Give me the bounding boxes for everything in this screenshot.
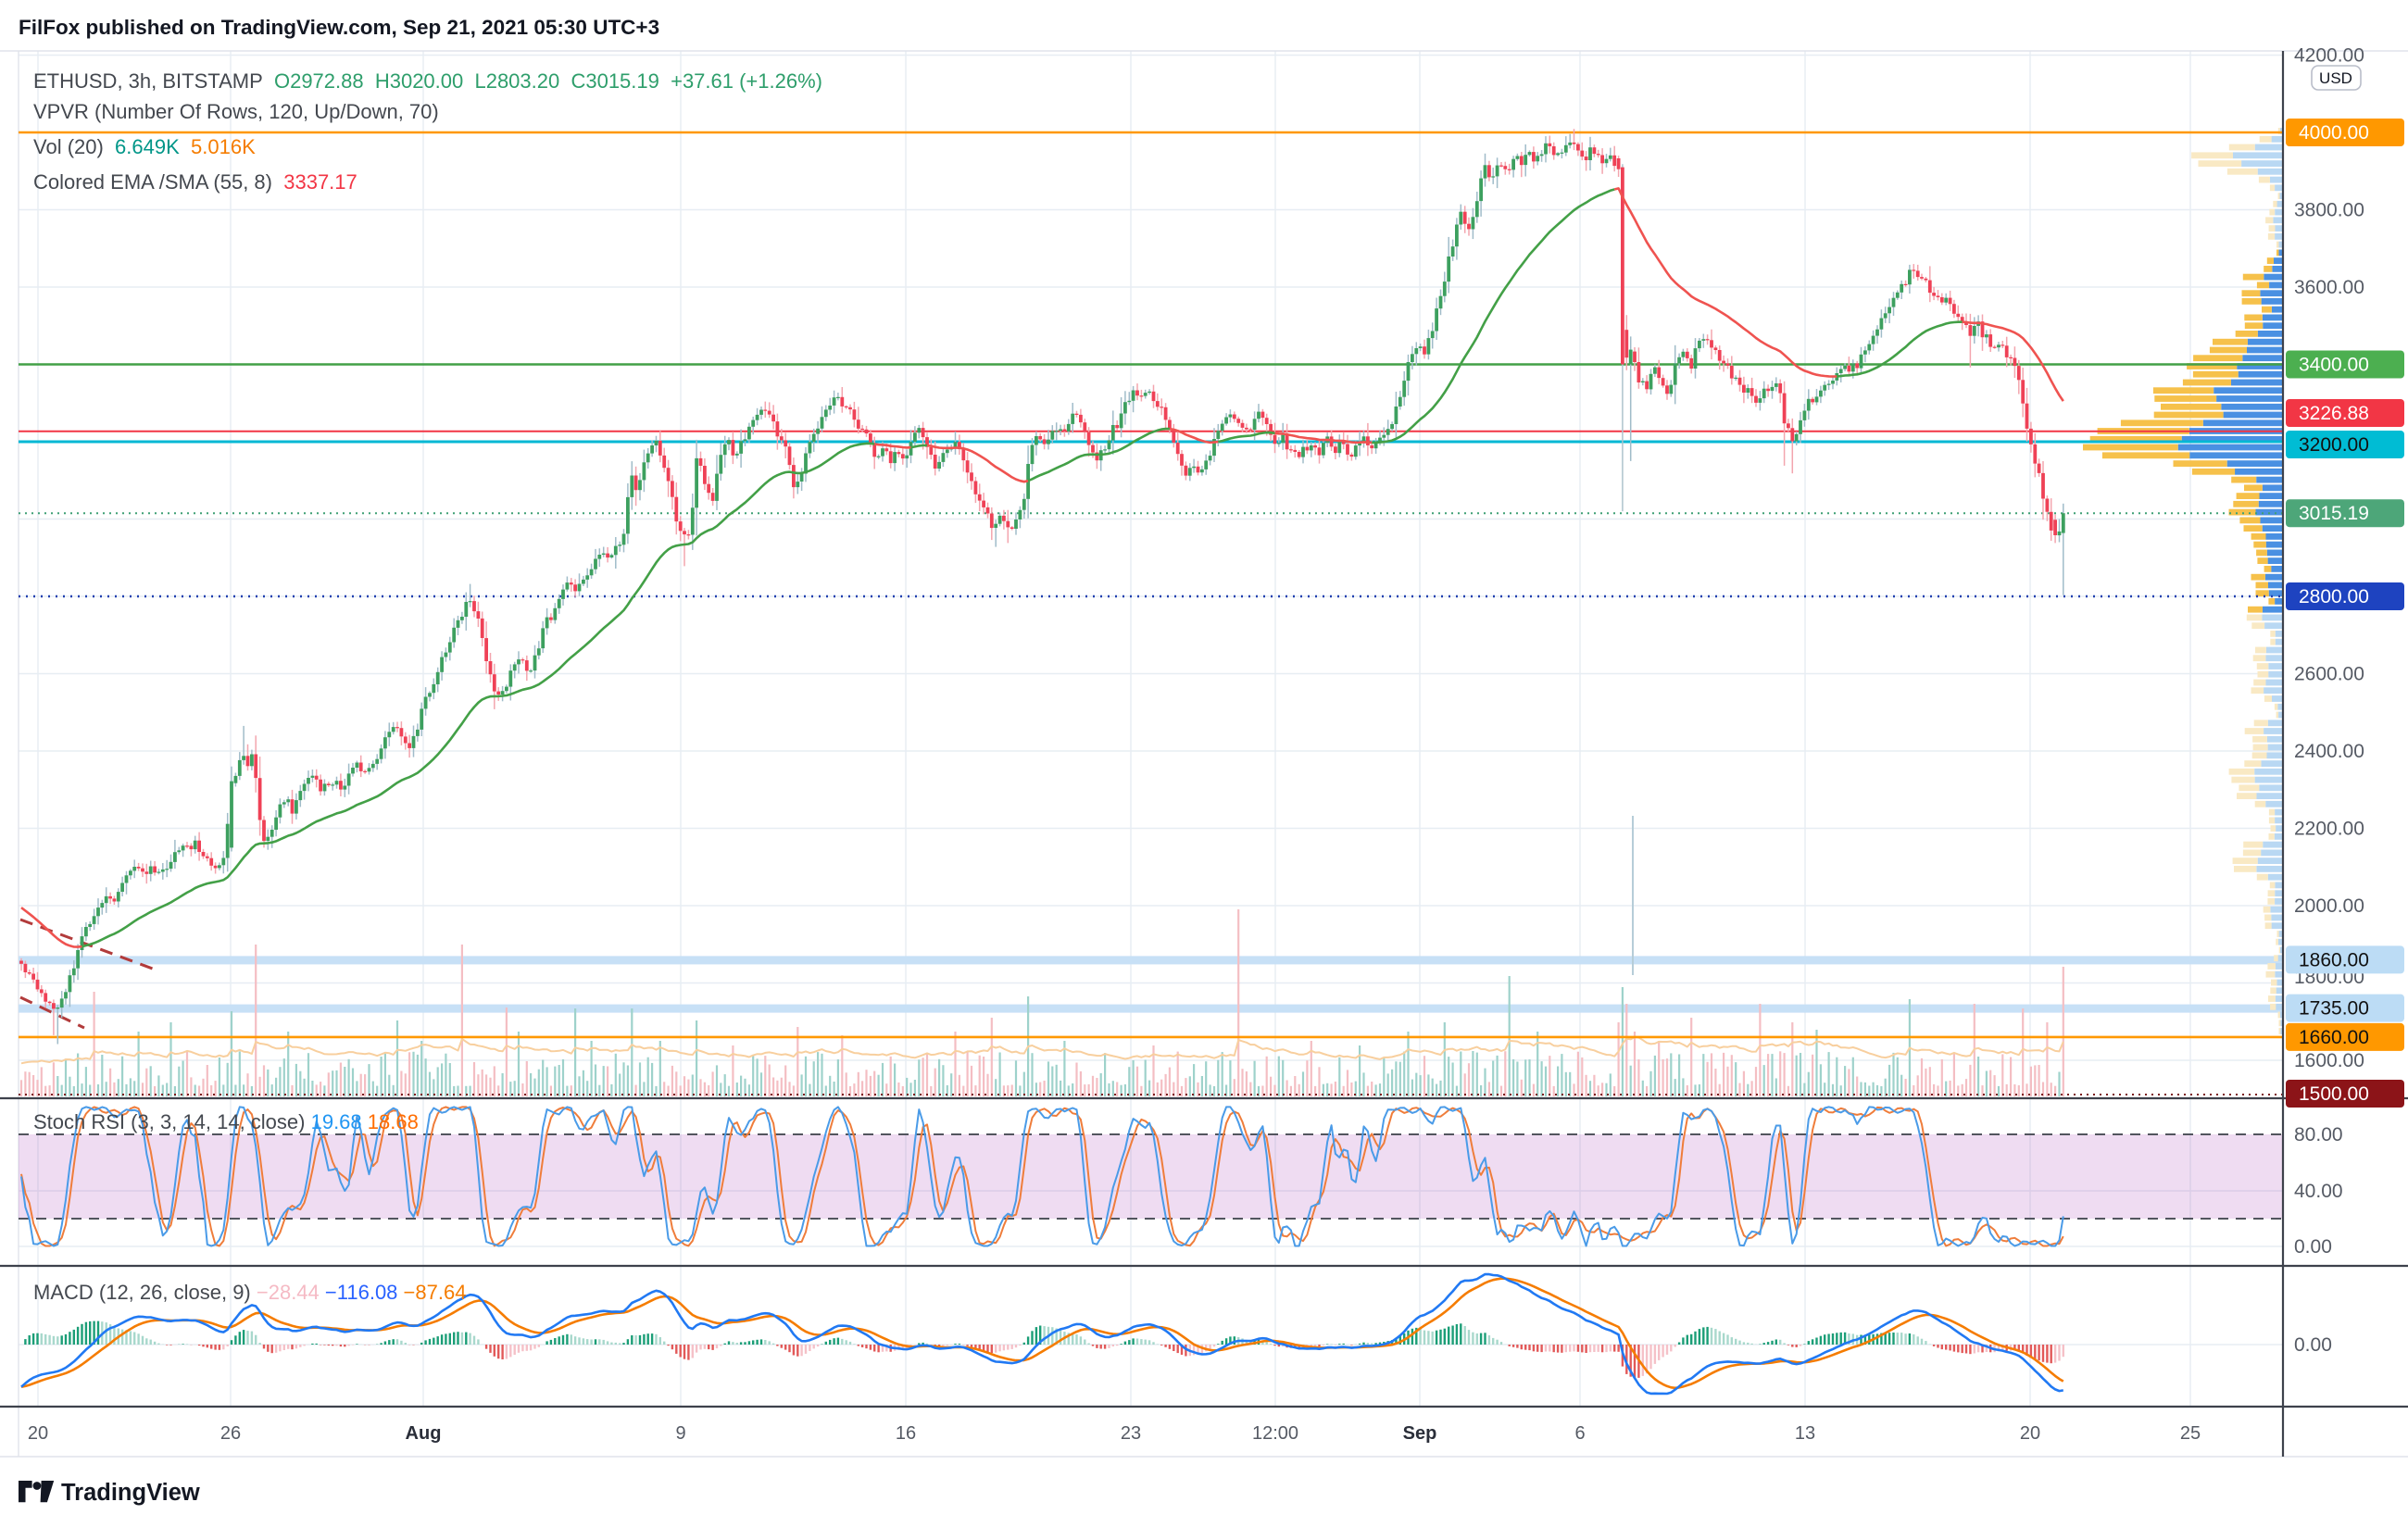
svg-text:3200.00: 3200.00 [2299, 434, 2369, 456]
svg-text:6: 6 [1574, 1423, 1585, 1444]
svg-text:20: 20 [2020, 1423, 2040, 1444]
svg-text:3015.19: 3015.19 [2299, 503, 2369, 524]
svg-text:FilFox published on TradingVie: FilFox published on TradingView.com, Sep… [19, 16, 659, 39]
svg-text:3600.00: 3600.00 [2294, 277, 2364, 298]
svg-text:1660.00: 1660.00 [2299, 1027, 2369, 1048]
svg-text:40.00: 40.00 [2294, 1181, 2343, 1202]
svg-text:2000.00: 2000.00 [2294, 895, 2364, 917]
svg-text:9: 9 [675, 1423, 685, 1444]
svg-text:20: 20 [28, 1423, 48, 1444]
svg-text:23: 23 [1121, 1423, 1141, 1444]
svg-text:Stoch RSI (3, 3, 14, 14, close: Stoch RSI (3, 3, 14, 14, close) 19.68 18… [33, 1110, 419, 1133]
svg-text:VPVR (Number Of Rows, 120, Up/: VPVR (Number Of Rows, 120, Up/Down, 70) [33, 100, 439, 123]
svg-text:1600.00: 1600.00 [2294, 1050, 2364, 1071]
svg-text:USD: USD [2319, 69, 2352, 87]
svg-text:Aug: Aug [406, 1423, 442, 1444]
svg-text:13: 13 [1795, 1423, 1815, 1444]
svg-text:26: 26 [220, 1423, 241, 1444]
svg-text:12:00: 12:00 [1252, 1423, 1298, 1444]
svg-text:1500.00: 1500.00 [2299, 1083, 2369, 1105]
svg-text:16: 16 [896, 1423, 916, 1444]
svg-text:4200.00: 4200.00 [2294, 45, 2364, 67]
svg-text:MACD (12, 26, close, 9) −28.44: MACD (12, 26, close, 9) −28.44 −116.08 −… [33, 1281, 466, 1304]
svg-text:Colored EMA /SMA (55, 8) 3337: Colored EMA /SMA (55, 8) 3337.17 [33, 170, 357, 194]
svg-text:25: 25 [2180, 1423, 2201, 1444]
svg-text:80.00: 80.00 [2294, 1124, 2343, 1145]
svg-text:4000.00: 4000.00 [2299, 122, 2369, 144]
svg-text:1860.00: 1860.00 [2299, 949, 2369, 970]
svg-text:2200.00: 2200.00 [2294, 819, 2364, 840]
svg-text:3800.00: 3800.00 [2294, 200, 2364, 221]
svg-text:3400.00: 3400.00 [2299, 355, 2369, 376]
svg-text:1735.00: 1735.00 [2299, 998, 2369, 1020]
svg-text:ETHUSD, 3h, BITSTAMP O2972.88: ETHUSD, 3h, BITSTAMP O2972.88 H3020.00 L… [33, 69, 822, 93]
svg-text:3226.88: 3226.88 [2299, 403, 2369, 424]
svg-text:2800.00: 2800.00 [2299, 586, 2369, 607]
svg-text:TradingView: TradingView [61, 1480, 200, 1506]
svg-text:2600.00: 2600.00 [2294, 664, 2364, 685]
svg-text:2400.00: 2400.00 [2294, 741, 2364, 762]
svg-text:0.00: 0.00 [2294, 1334, 2332, 1356]
svg-text:Vol (20) 6.649K 5.016K: Vol (20) 6.649K 5.016K [33, 135, 256, 158]
svg-text:Sep: Sep [1403, 1423, 1437, 1444]
svg-text:0.00: 0.00 [2294, 1236, 2332, 1258]
